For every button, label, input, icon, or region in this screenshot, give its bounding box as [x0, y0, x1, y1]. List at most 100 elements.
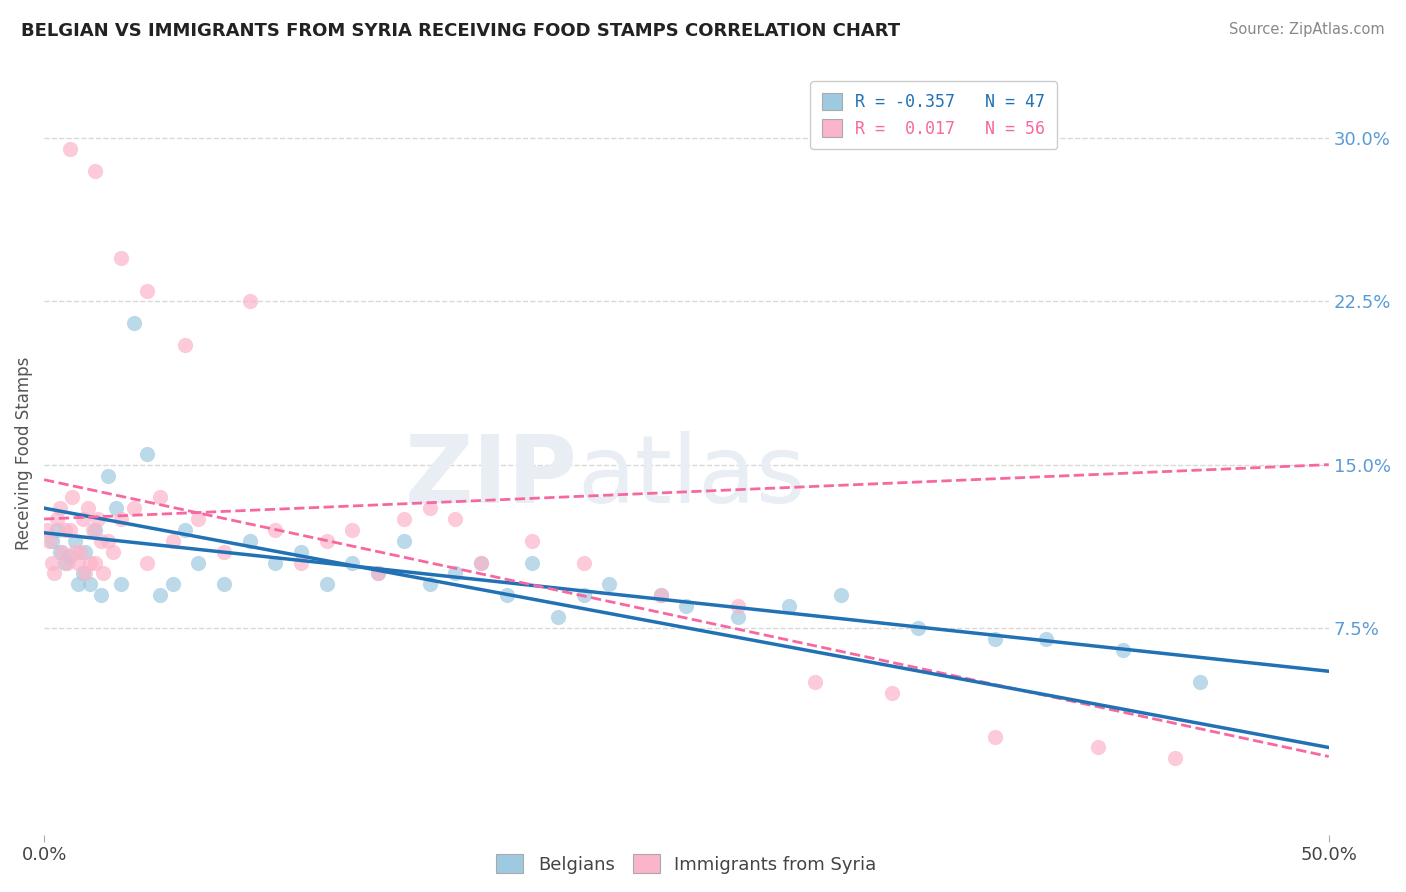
Point [41, 533, 63, 548]
Point [46, 512, 69, 526]
Point [76, 501, 98, 516]
Point [59, 142, 82, 156]
Point [1189, 675, 1212, 690]
Point [84, 523, 107, 537]
Text: Source: ZipAtlas.com: Source: ZipAtlas.com [1229, 22, 1385, 37]
Point [110, 251, 132, 265]
Point [315, 533, 337, 548]
Point [984, 632, 1007, 646]
Point [122, 316, 145, 330]
Point [72, 512, 94, 526]
Point [135, 447, 157, 461]
Point [174, 338, 197, 352]
Point [187, 512, 209, 526]
Point [315, 577, 337, 591]
Point [1112, 642, 1135, 657]
Y-axis label: Receiving Food Stamps: Receiving Food Stamps [15, 357, 32, 550]
Point [212, 544, 235, 558]
Point [444, 512, 467, 526]
Point [79, 577, 101, 591]
Point [35, 523, 58, 537]
Point [290, 556, 312, 570]
Point [392, 512, 415, 526]
Point [572, 588, 595, 602]
Point [48, 501, 70, 516]
Point [650, 588, 672, 602]
Point [59, 523, 82, 537]
Point [63, 533, 86, 548]
Point [470, 556, 492, 570]
Point [46, 523, 69, 537]
Text: BELGIAN VS IMMIGRANTS FROM SYRIA RECEIVING FOOD STAMPS CORRELATION CHART: BELGIAN VS IMMIGRANTS FROM SYRIA RECEIVI… [21, 22, 900, 40]
Point [778, 599, 800, 613]
Point [804, 675, 827, 690]
Point [239, 533, 262, 548]
Point [97, 468, 120, 483]
Point [727, 610, 749, 624]
Point [470, 556, 492, 570]
Point [367, 566, 389, 581]
Text: ZIP: ZIP [405, 431, 578, 523]
Text: atlas: atlas [578, 431, 806, 523]
Point [342, 523, 364, 537]
Point [51, 544, 73, 558]
Point [105, 501, 128, 516]
Point [675, 599, 697, 613]
Point [1035, 632, 1057, 646]
Point [418, 501, 440, 516]
Point [63, 544, 86, 558]
Point [72, 566, 94, 581]
Point [56, 556, 79, 570]
Point [82, 523, 104, 537]
Point [162, 577, 184, 591]
Point [522, 533, 544, 548]
Point [79, 556, 101, 570]
Point [97, 533, 120, 548]
Point [41, 556, 63, 570]
Point [598, 577, 620, 591]
Point [984, 730, 1007, 744]
Point [75, 566, 97, 581]
Point [162, 533, 184, 548]
Point [367, 566, 389, 581]
Point [547, 610, 569, 624]
Point [522, 556, 544, 570]
Point [53, 523, 76, 537]
Point [59, 549, 82, 563]
Point [66, 577, 89, 591]
Point [392, 533, 415, 548]
Point [75, 544, 97, 558]
Point [212, 577, 235, 591]
Point [87, 512, 110, 526]
Point [66, 556, 89, 570]
Point [90, 533, 112, 548]
Point [149, 588, 172, 602]
Point [90, 588, 112, 602]
Point [342, 556, 364, 570]
Point [1087, 740, 1109, 755]
Point [135, 556, 157, 570]
Point [444, 566, 467, 581]
Point [830, 588, 852, 602]
Point [84, 164, 107, 178]
Point [418, 577, 440, 591]
Point [149, 490, 172, 504]
Point [48, 544, 70, 558]
Point [53, 556, 76, 570]
Point [122, 501, 145, 516]
Point [495, 588, 517, 602]
Point [727, 599, 749, 613]
Point [650, 588, 672, 602]
Point [69, 544, 91, 558]
Point [264, 523, 287, 537]
Point [572, 556, 595, 570]
Point [110, 577, 132, 591]
Point [84, 556, 107, 570]
Point [103, 544, 125, 558]
Point [290, 544, 312, 558]
Point [1163, 751, 1185, 765]
Point [60, 490, 83, 504]
Point [264, 556, 287, 570]
Point [38, 533, 60, 548]
Point [880, 686, 903, 700]
